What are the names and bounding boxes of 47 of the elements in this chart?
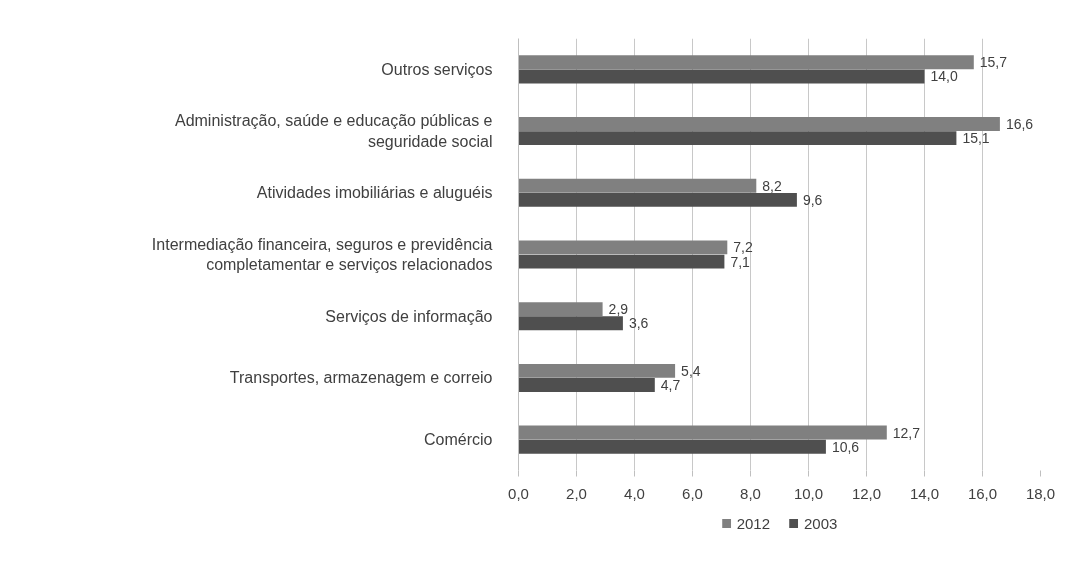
legend-label: 2003: [804, 514, 838, 532]
data-label: 14,0: [930, 68, 958, 85]
x-tick-label: 2,0: [566, 484, 587, 502]
y-tick-label: Administração, saúde e educação públicas e seguridade social: [174, 112, 493, 150]
data-label: 7,1: [730, 253, 751, 270]
x-tick-label: 16,0: [967, 484, 998, 502]
data-label: 3,6: [628, 315, 649, 332]
data-label: 16,6: [1005, 115, 1034, 132]
bar: [518, 254, 725, 269]
data-label: 15,7: [979, 54, 1008, 71]
data-label: 15,1: [962, 130, 990, 147]
data-label: 2,9: [608, 301, 629, 318]
bar: [518, 363, 676, 378]
bar: [518, 69, 925, 84]
x-tick-label: 18,0: [1025, 484, 1056, 502]
data-label: 7,2: [733, 239, 753, 256]
bar: [518, 240, 728, 255]
y-tick-label: Serviços de informação: [325, 307, 493, 325]
bar: [518, 378, 655, 392]
y-tick-label: Comércio: [424, 431, 493, 449]
data-label: 9,6: [802, 191, 823, 208]
x-tick-label: 8,0: [740, 484, 761, 502]
bar: [518, 117, 1000, 131]
x-tick-label: 0,0: [508, 484, 529, 502]
data-label: 8,2: [762, 177, 782, 194]
bar: [518, 439, 826, 454]
x-tick-label: 6,0: [682, 484, 703, 502]
data-label: 4,7: [660, 377, 681, 394]
bar: [518, 178, 757, 193]
y-tick-label: Transportes, armazenagem e correio: [229, 369, 493, 387]
x-tick-label: 4,0: [624, 484, 645, 502]
y-tick-label: Atividades imobiliárias e aluguéis: [256, 184, 493, 202]
bar: [518, 192, 797, 207]
bar: [518, 302, 603, 317]
x-tick-label: 12,0: [851, 484, 882, 502]
data-label: 12,7: [892, 424, 921, 441]
data-label: 5,4: [681, 362, 701, 379]
legend-label: 2012: [736, 514, 770, 532]
y-tick-label: Outros serviços: [381, 60, 493, 78]
x-tick-label: 14,0: [909, 484, 940, 502]
bar: [518, 131, 957, 146]
data-label: 10,6: [831, 438, 860, 455]
bar: [518, 316, 623, 331]
bar: [518, 55, 974, 70]
y-tick-label: Intermediação financeira, seguros e previdência completamentar e serviços relacionados: [151, 235, 493, 274]
bar: [518, 425, 887, 440]
x-tick-label: 10,0: [793, 484, 824, 502]
